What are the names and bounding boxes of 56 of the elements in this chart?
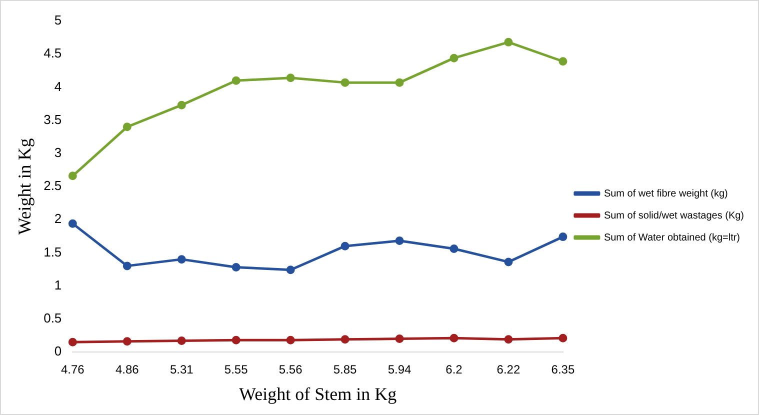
y-tick-label: 2: [54, 211, 62, 226]
x-axis-title: Weight of Stem in Kg: [239, 384, 397, 404]
point: [68, 219, 77, 228]
y-tick-label: 1: [54, 277, 62, 292]
legend-label: Sum of Water obtained (kg=ltr): [604, 232, 740, 244]
point: [286, 74, 295, 82]
point: [558, 334, 568, 342]
point: [450, 334, 458, 342]
point: [232, 76, 240, 85]
point: [450, 54, 458, 62]
point: [504, 258, 513, 266]
y-tick-label: 3: [54, 144, 62, 160]
point: [340, 242, 350, 250]
y-tick-label: 3.5: [44, 112, 62, 127]
point: [68, 172, 77, 180]
point: [450, 244, 458, 253]
x-tick-label: 4.86: [115, 362, 140, 377]
x-tick-label: 4.76: [60, 362, 85, 377]
x-tick-label: 5.31: [170, 362, 194, 377]
point: [122, 337, 132, 346]
x-tick-label: 6.2: [446, 362, 463, 377]
point: [340, 335, 350, 344]
point: [232, 263, 240, 272]
y-tick-label: 2.5: [44, 178, 62, 194]
x-tick-label: 5.55: [224, 362, 248, 377]
legend-label: Sum of solid/wet wastages (Kg): [604, 210, 744, 222]
point: [558, 232, 568, 242]
point: [558, 57, 568, 66]
y-tick-label: 4.5: [44, 46, 62, 61]
point: [286, 336, 295, 344]
point: [340, 78, 350, 87]
point: [122, 262, 132, 270]
y-tick-label: 1.5: [44, 244, 62, 260]
y-tick-label: 5: [54, 12, 62, 28]
point: [395, 78, 404, 87]
point: [177, 255, 186, 264]
point: [177, 336, 186, 345]
y-tick-label: 0.5: [44, 310, 62, 326]
x-tick-label: 5.94: [388, 362, 412, 377]
point: [286, 266, 295, 274]
point: [232, 336, 240, 344]
point: [122, 122, 132, 132]
point: [68, 338, 77, 346]
point: [395, 334, 404, 344]
x-tick-label: 6.35: [551, 362, 575, 377]
y-tick-label: 0: [54, 344, 62, 359]
x-tick-label: 6.22: [496, 362, 520, 377]
point: [504, 335, 513, 344]
legend-label: Sum of wet fibre weight (kg): [604, 188, 728, 200]
point: [504, 38, 513, 46]
x-tick-label: 5.85: [333, 362, 358, 377]
x-tick-label: 5.56: [278, 362, 303, 377]
point: [177, 100, 186, 110]
y-tick-label: 4: [54, 78, 62, 94]
point: [395, 236, 404, 246]
y-axis-title: Weight in Kg: [14, 138, 35, 235]
